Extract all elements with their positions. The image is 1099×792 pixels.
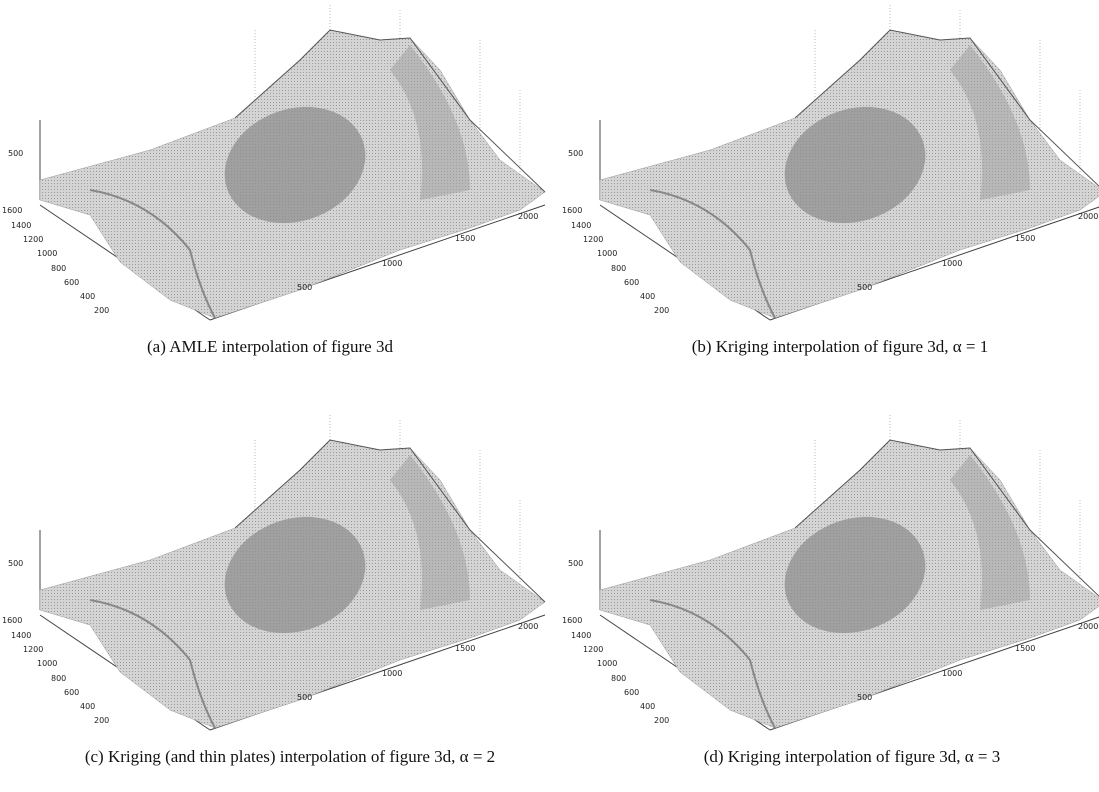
y-tick-label: 800 <box>51 264 66 273</box>
y-tick-label: 1400 <box>11 631 31 640</box>
y-tick-label: 800 <box>51 674 66 683</box>
z-tick-label: 500 <box>568 149 583 158</box>
y-tick-label: 400 <box>640 702 655 711</box>
surface-plot <box>600 415 1099 730</box>
figure: 5001600140012001000800600400200500100015… <box>0 0 1099 792</box>
caption: (c) Kriging (and thin plates) interpolat… <box>85 747 495 766</box>
caption: (d) Kriging interpolation of figure 3d, … <box>704 747 1001 766</box>
x-tick-label: 2000 <box>518 622 538 631</box>
y-tick-label: 600 <box>64 688 79 697</box>
y-tick-label: 200 <box>654 716 669 725</box>
x-tick-label: 1000 <box>942 259 962 268</box>
y-tick-label: 200 <box>94 306 109 315</box>
z-tick-label: 500 <box>8 559 23 568</box>
y-tick-label: 1400 <box>571 221 591 230</box>
y-tick-label: 1000 <box>597 249 617 258</box>
y-tick-label: 1200 <box>583 645 603 654</box>
x-tick-label: 2000 <box>1078 212 1098 221</box>
y-tick-label: 1200 <box>23 645 43 654</box>
y-tick-label: 600 <box>624 278 639 287</box>
y-tick-label: 800 <box>611 264 626 273</box>
page: 5001600140012001000800600400200500100015… <box>0 0 1099 792</box>
surface-plot <box>40 5 545 320</box>
y-tick-label: 200 <box>654 306 669 315</box>
y-tick-label: 1600 <box>2 206 22 215</box>
y-tick-label: 1000 <box>37 659 57 668</box>
y-tick-label: 1600 <box>562 616 582 625</box>
y-tick-label: 1400 <box>571 631 591 640</box>
y-tick-label: 1000 <box>597 659 617 668</box>
x-tick-label: 1000 <box>942 669 962 678</box>
x-tick-label: 1500 <box>455 234 475 243</box>
surface-plot <box>600 5 1099 320</box>
y-tick-label: 1000 <box>37 249 57 258</box>
y-tick-label: 1200 <box>583 235 603 244</box>
caption: (b) Kriging interpolation of figure 3d, … <box>692 337 989 356</box>
y-tick-label: 400 <box>80 702 95 711</box>
y-tick-label: 1600 <box>2 616 22 625</box>
surface-plot <box>40 415 545 730</box>
x-tick-label: 1000 <box>382 259 402 268</box>
x-tick-label: 1500 <box>1015 234 1035 243</box>
z-tick-label: 500 <box>568 559 583 568</box>
x-tick-label: 1500 <box>455 644 475 653</box>
y-tick-label: 1600 <box>562 206 582 215</box>
y-tick-label: 1200 <box>23 235 43 244</box>
y-tick-label: 400 <box>80 292 95 301</box>
z-tick-label: 500 <box>8 149 23 158</box>
y-tick-label: 600 <box>64 278 79 287</box>
x-tick-label: 500 <box>297 693 312 702</box>
x-tick-label: 500 <box>297 283 312 292</box>
x-tick-label: 500 <box>857 283 872 292</box>
y-tick-label: 600 <box>624 688 639 697</box>
caption: (a) AMLE interpolation of figure 3d <box>147 337 393 356</box>
x-tick-label: 1000 <box>382 669 402 678</box>
x-tick-label: 500 <box>857 693 872 702</box>
y-tick-label: 800 <box>611 674 626 683</box>
x-tick-label: 2000 <box>1078 622 1098 631</box>
x-tick-label: 2000 <box>518 212 538 221</box>
y-tick-label: 200 <box>94 716 109 725</box>
x-tick-label: 1500 <box>1015 644 1035 653</box>
y-tick-label: 1400 <box>11 221 31 230</box>
y-tick-label: 400 <box>640 292 655 301</box>
